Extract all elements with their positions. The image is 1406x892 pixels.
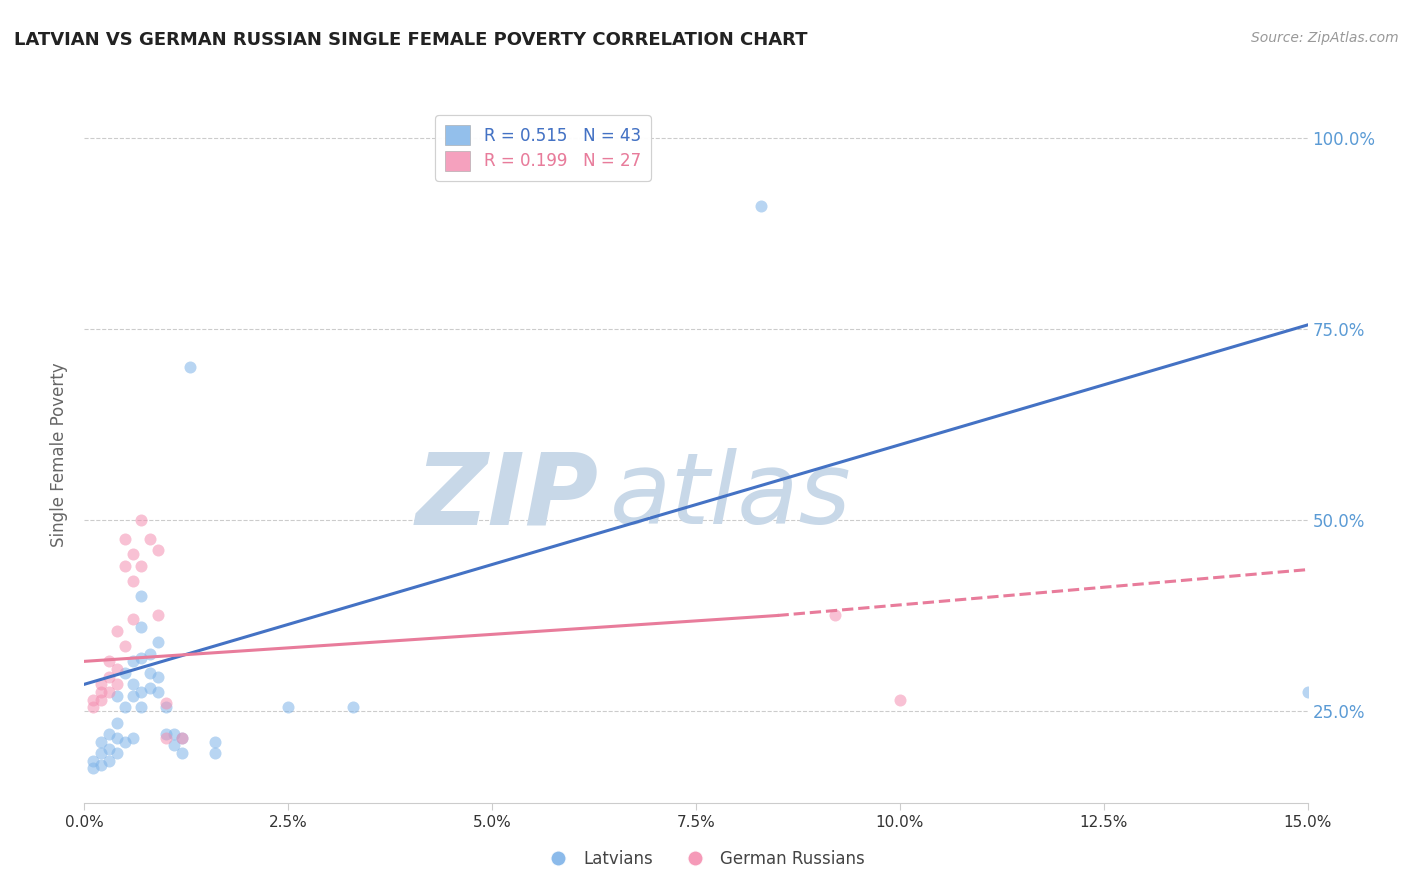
Point (90, 757, 112, 772)
Point (155, 731, 177, 745)
Point (146, 635, 169, 649)
Text: ZIP: ZIP (415, 448, 598, 545)
Point (146, 685, 169, 699)
Point (204, 746, 226, 760)
Point (146, 670, 169, 684)
Point (82, 700, 104, 714)
Point (1296, 685, 1319, 699)
Point (105, 731, 128, 745)
Point (90, 734, 112, 748)
Point (824, 608, 846, 623)
Point (105, 746, 128, 760)
Point (105, 677, 128, 691)
Point (163, 739, 186, 753)
Point (342, 700, 364, 714)
Point (172, 746, 194, 760)
Point (82, 761, 104, 775)
Point (138, 665, 160, 680)
Point (90, 685, 112, 699)
Point (105, 624, 128, 638)
Point (163, 727, 186, 741)
Point (131, 620, 153, 634)
Point (82, 754, 104, 768)
Point (114, 558, 136, 573)
Point (122, 547, 145, 561)
Y-axis label: Single Female Poverty: Single Female Poverty (51, 363, 69, 547)
Point (114, 700, 136, 714)
Point (97, 754, 120, 768)
Point (105, 662, 128, 676)
Point (131, 590, 153, 604)
Point (146, 608, 169, 623)
Point (172, 731, 194, 745)
Point (97, 670, 120, 684)
Point (749, 199, 772, 213)
Point (138, 647, 160, 661)
Point (277, 700, 299, 714)
Point (122, 731, 145, 745)
Point (97, 685, 120, 699)
Legend: Latvians, German Russians: Latvians, German Russians (534, 844, 872, 875)
Point (179, 359, 201, 374)
Point (889, 692, 911, 706)
Point (90, 746, 112, 760)
Point (138, 681, 160, 695)
Text: LATVIAN VS GERMAN RUSSIAN SINGLE FEMALE POVERTY CORRELATION CHART: LATVIAN VS GERMAN RUSSIAN SINGLE FEMALE … (14, 31, 807, 49)
Point (122, 574, 145, 588)
Point (90, 677, 112, 691)
Point (122, 654, 145, 668)
Point (155, 700, 177, 714)
Point (155, 697, 177, 711)
Point (97, 727, 120, 741)
Text: Source: ZipAtlas.com: Source: ZipAtlas.com (1251, 31, 1399, 45)
Point (90, 692, 112, 706)
Point (172, 731, 194, 745)
Point (122, 689, 145, 703)
Point (146, 543, 169, 558)
Point (114, 639, 136, 653)
Point (131, 558, 153, 573)
Point (138, 532, 160, 546)
Point (204, 734, 226, 748)
Point (97, 742, 120, 756)
Point (105, 715, 128, 730)
Point (131, 685, 153, 699)
Point (122, 612, 145, 626)
Point (82, 692, 104, 706)
Point (114, 532, 136, 546)
Legend: R = 0.515   N = 43, R = 0.199   N = 27: R = 0.515 N = 43, R = 0.199 N = 27 (436, 115, 651, 180)
Point (105, 689, 128, 703)
Point (131, 650, 153, 665)
Point (131, 513, 153, 527)
Point (122, 677, 145, 691)
Point (114, 665, 136, 680)
Point (97, 654, 120, 668)
Point (114, 734, 136, 748)
Point (131, 700, 153, 714)
Text: atlas: atlas (610, 448, 852, 545)
Point (155, 727, 177, 741)
